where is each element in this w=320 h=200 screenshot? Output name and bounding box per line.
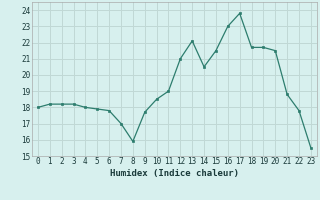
X-axis label: Humidex (Indice chaleur): Humidex (Indice chaleur) — [110, 169, 239, 178]
